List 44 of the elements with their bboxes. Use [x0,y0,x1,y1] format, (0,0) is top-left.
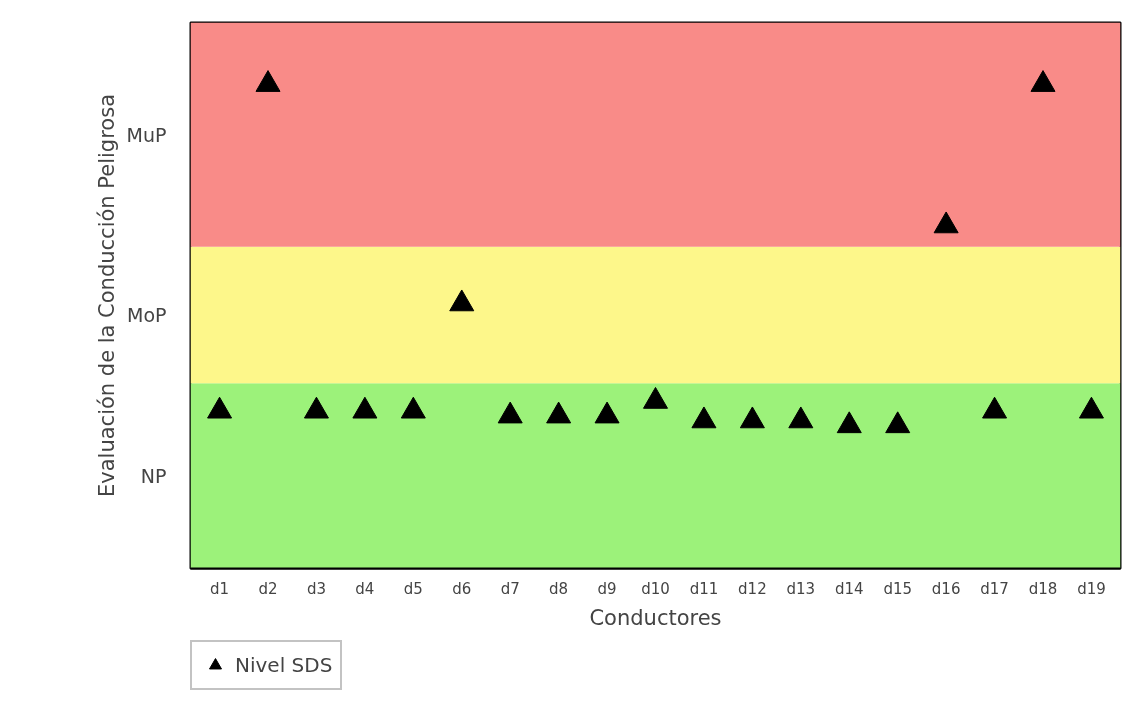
x-tick-label: d12 [738,579,767,598]
point [1030,70,1056,92]
band-label: MuP [126,123,167,146]
x-tick-label: d16 [931,579,961,598]
x-axis-title: Conductores [589,605,722,630]
x-tick-label: d1 [210,579,230,598]
x-tick-label: d10 [641,579,670,598]
point [255,70,281,92]
x-tick-label: d15 [883,579,912,598]
x-tick-label: d11 [689,579,719,598]
x-tick-label: d4 [355,579,375,598]
point [691,406,717,429]
x-tick-label: d5 [403,579,423,598]
point [643,386,668,409]
x-tick-label: d19 [1077,579,1106,598]
x-tick-label: d7 [500,579,520,598]
point [400,396,426,419]
x-tick-label: d3 [306,579,326,598]
x-tick-label: d8 [549,579,569,598]
point [594,401,620,424]
x-tick-label: d13 [786,579,816,598]
band-label: MoP [127,304,167,326]
x-tick-label: d14 [834,579,864,598]
point [303,396,329,419]
point [352,396,378,419]
point [933,211,959,234]
point [885,411,911,434]
x-tick-label: d9 [597,579,617,598]
x-tick-label: d2 [258,579,278,598]
point [497,401,523,424]
point [207,396,233,419]
point [739,406,765,429]
point [449,289,475,312]
point [788,406,814,429]
legend-label: Nivel SDS [235,653,333,677]
x-tick-label: d18 [1028,579,1058,598]
point [1078,396,1104,419]
band-label: NP [140,464,167,487]
x-tick-label: d6 [452,579,472,598]
point [982,396,1008,419]
point [546,401,572,424]
y-axis-title: Evaluación de la Conducción Peligrosa [94,94,119,497]
point [836,411,862,434]
x-tick-label: d17 [980,579,1009,598]
